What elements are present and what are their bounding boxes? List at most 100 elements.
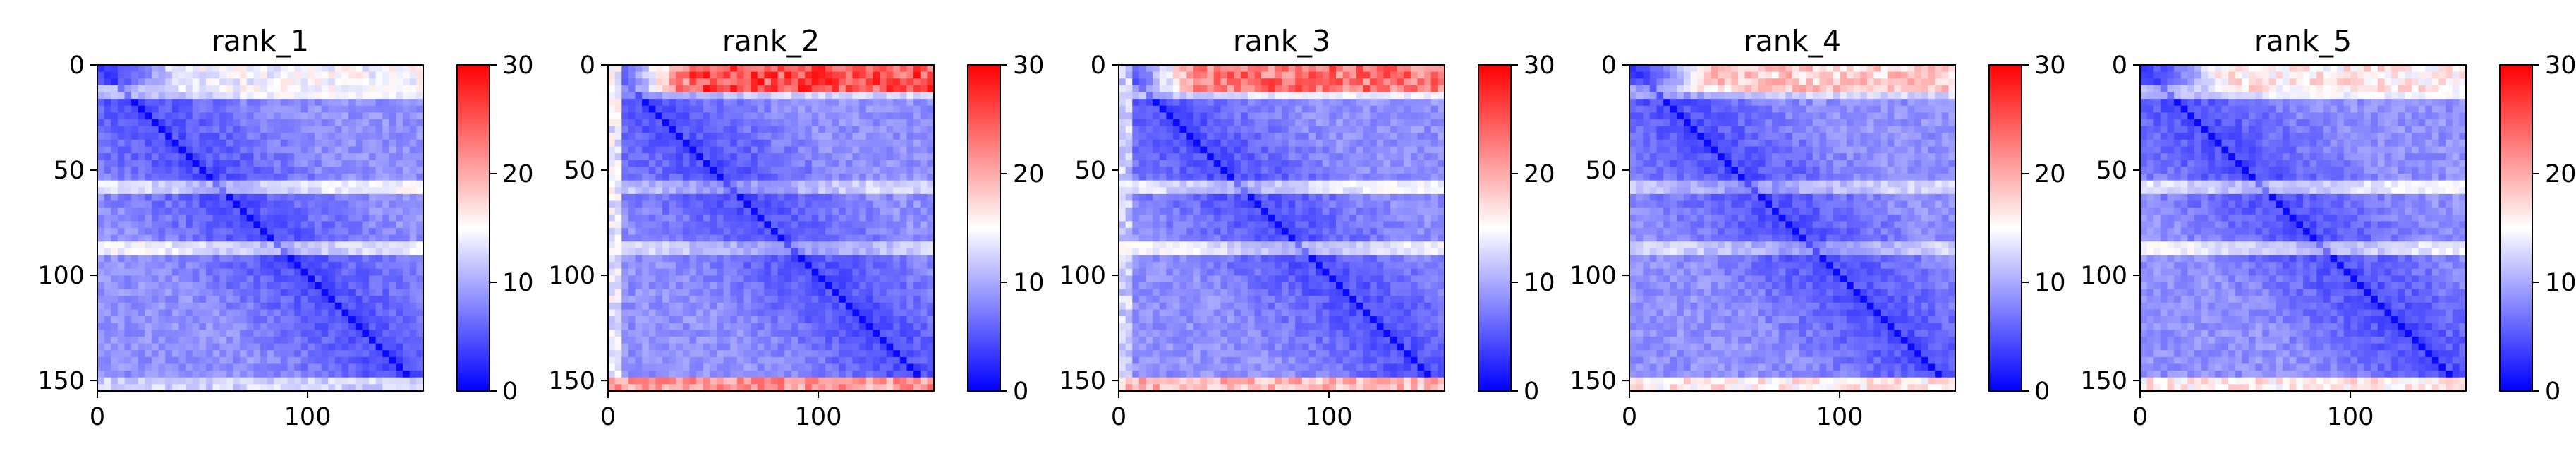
heatmap-cell <box>145 228 152 236</box>
heatmap-cell <box>717 119 724 127</box>
heatmap-cell <box>186 337 193 344</box>
heatmap-cell <box>226 78 234 86</box>
heatmap-cell <box>369 330 377 337</box>
heatmap-cell <box>757 221 765 229</box>
heatmap-cell <box>117 65 126 73</box>
heatmap-cell <box>811 126 819 133</box>
heatmap-cell <box>811 180 819 188</box>
heatmap-cell <box>628 71 636 79</box>
heatmap-cell <box>111 193 119 202</box>
heatmap-cell <box>138 85 145 93</box>
heatmap-cell <box>717 268 724 276</box>
heatmap-cell <box>648 241 656 249</box>
heatmap-cell <box>899 343 908 351</box>
heatmap-cell <box>152 119 159 127</box>
heatmap-cell <box>111 146 119 154</box>
heatmap-cell <box>111 174 119 181</box>
heatmap-cell <box>1227 71 1235 79</box>
heatmap-cell <box>648 139 656 148</box>
heatmap-cell <box>730 268 738 276</box>
heatmap-cell <box>859 302 867 311</box>
heatmap-cell <box>880 105 887 113</box>
heatmap-cell <box>260 241 268 249</box>
heatmap-cell <box>669 330 676 337</box>
heatmap-cell <box>717 65 724 73</box>
heatmap-cell <box>341 174 349 181</box>
heatmap-cell <box>899 112 908 120</box>
heatmap-cell <box>832 221 839 229</box>
heatmap-cell <box>791 350 799 358</box>
heatmap-cell <box>825 350 833 358</box>
heatmap-cell <box>621 146 629 154</box>
heatmap-cell <box>880 133 887 140</box>
heatmap-cell <box>845 384 853 392</box>
heatmap-cell <box>409 65 417 73</box>
heatmap-cell <box>124 200 132 208</box>
heatmap-cell <box>369 241 377 249</box>
heatmap-cell <box>186 187 193 195</box>
heatmap-cell <box>97 78 105 86</box>
heatmap-cell <box>348 377 356 385</box>
heatmap-cell <box>832 384 839 392</box>
heatmap-cell <box>1166 92 1174 100</box>
heatmap-cell <box>717 105 724 113</box>
heatmap-cell <box>927 221 935 229</box>
heatmap-cell <box>280 309 288 317</box>
heatmap-cell <box>899 316 908 324</box>
heatmap-cell <box>614 208 622 215</box>
heatmap-cell <box>880 146 887 154</box>
heatmap-cell <box>839 112 846 120</box>
heatmap-cell <box>710 112 717 120</box>
heatmap-cell <box>1132 99 1140 107</box>
heatmap-cell <box>178 255 186 263</box>
heatmap-cell <box>751 200 758 208</box>
heatmap-cell <box>906 296 914 303</box>
heatmap-cell <box>743 71 751 79</box>
heatmap-cell <box>710 174 717 181</box>
heatmap-cell <box>117 343 126 351</box>
heatmap-cell <box>308 309 315 317</box>
heatmap-cell <box>131 193 139 202</box>
heatmap-cell <box>308 241 315 249</box>
heatmap-cell <box>852 71 860 79</box>
heatmap-cell <box>403 343 411 351</box>
heatmap-cell <box>186 268 193 276</box>
heatmap-cell <box>287 248 295 256</box>
heatmap-cell <box>751 105 758 113</box>
heatmap-cell <box>396 282 403 290</box>
heatmap-cell <box>334 275 343 283</box>
heatmap-cell <box>771 241 779 249</box>
heatmap-cell <box>233 160 241 167</box>
heatmap-cell <box>906 126 914 133</box>
heatmap-cell <box>171 146 180 154</box>
heatmap-cell <box>818 356 826 365</box>
heatmap-cell <box>743 105 751 113</box>
heatmap-cell <box>1227 78 1235 86</box>
heatmap-cell <box>880 221 887 229</box>
heatmap-cell <box>662 337 670 344</box>
heatmap-cell <box>260 193 268 202</box>
heatmap-cell <box>267 214 274 222</box>
heatmap-cell <box>416 309 424 317</box>
heatmap-cell <box>396 350 403 358</box>
heatmap-cell <box>696 384 704 392</box>
heatmap-cell <box>635 330 643 337</box>
heatmap-cell <box>138 377 145 385</box>
heatmap-cell <box>893 363 901 371</box>
heatmap-cell <box>893 234 901 242</box>
heatmap-cell <box>138 105 145 113</box>
heatmap-cell <box>736 302 745 311</box>
heatmap-cell <box>642 139 650 148</box>
heatmap-cell <box>913 99 921 107</box>
heatmap-cell <box>111 282 119 290</box>
heatmap-cell <box>743 180 751 188</box>
heatmap-cell <box>689 296 697 303</box>
heatmap-cell <box>927 384 935 392</box>
heatmap-cell <box>267 275 274 283</box>
heatmap-cell <box>1342 71 1350 79</box>
heatmap-cell <box>226 71 234 79</box>
heatmap-cell <box>219 371 227 378</box>
heatmap-cell <box>682 208 691 215</box>
heatmap-cell <box>845 112 853 120</box>
heatmap-cell <box>199 241 207 249</box>
